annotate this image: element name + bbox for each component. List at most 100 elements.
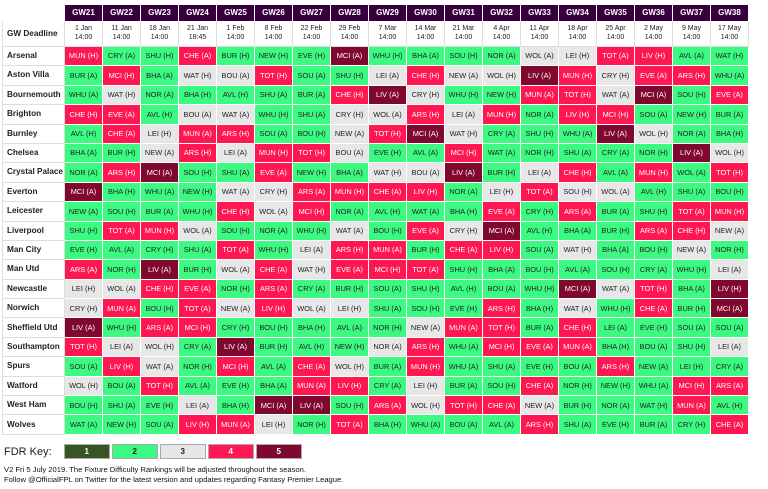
team-name: Newcastle — [2, 278, 65, 300]
deadline-time: 14:00 — [264, 34, 283, 41]
team-row: Newcastle LEI (H) WOL (A) CHE (H) EVE (A) NOR… — [2, 278, 749, 300]
fixture-cell: WHU (H) — [444, 84, 483, 106]
fixture-cell: AVL (H) — [444, 278, 483, 300]
fixture-cell: AVL (H) — [216, 84, 255, 106]
fixture-cell: ARS (H) — [178, 142, 217, 164]
deadline-cell: 22 Feb 14:00 — [292, 21, 331, 47]
fixture-cell: WOL (A) — [596, 181, 635, 203]
fixture-cell: SHU (H) — [520, 123, 559, 144]
fixture-cell: AVL (A) — [596, 162, 635, 183]
fixture-cell: MUN (A) — [558, 336, 597, 358]
fixture-cell: SOU (H) — [444, 45, 483, 67]
fixture-cell: SHU (H) — [672, 336, 711, 358]
team-row: Sheffield Utd LIV (A) WHU (H) ARS (A) MCI (H… — [2, 317, 749, 338]
deadline-cell: 25 Apr 14:00 — [596, 21, 635, 47]
team-row: Watford WOL (H) BOU (A) TOT (H) AVL (A) EVE (… — [2, 375, 749, 397]
fixture-cell: CRY (H) — [406, 84, 445, 106]
team-name: Leicester — [2, 201, 65, 222]
fixture-cell: LIV (A) — [444, 162, 483, 183]
fixture-cell: MCI (H) — [216, 356, 255, 377]
team-row: Bournemouth WHU (A) WAT (H) NOR (A) BHA (H) A… — [2, 84, 749, 106]
fixture-cell: BOU (A) — [482, 278, 521, 300]
team-name: Bournemouth — [2, 84, 65, 106]
fixture-cell: NEW (H) — [292, 162, 331, 183]
deadline-date: 14 Mar — [414, 25, 437, 33]
gameweek-header: GW34 — [558, 4, 597, 22]
fixture-cell: AVL (A) — [178, 375, 217, 397]
fixture-cell: LEI (A) — [520, 162, 559, 183]
fixture-cell: NEW (H) — [596, 375, 635, 397]
fixture-cell: WHU (A) — [64, 84, 103, 106]
fixture-cell: CHE (A) — [520, 375, 559, 397]
fixture-cell: SOU (H) — [178, 162, 217, 183]
fixture-cell: MCI (H) — [444, 142, 483, 164]
deadline-cell: 1 Feb 14:00 — [216, 21, 255, 47]
fixture-cell: SOU (A) — [672, 317, 711, 338]
fixture-cell: LEI (A) — [710, 259, 749, 280]
fixture-cell: NOR (H) — [216, 278, 255, 300]
fixture-cell: BHA (A) — [330, 162, 369, 183]
fixture-cell: EVE (H) — [64, 239, 103, 261]
fixture-cell: TOT (A) — [178, 298, 217, 319]
fixture-difficulty-table: GW21 GW22 GW23 GW24 GW25 GW26 GW27 GW28 GW29 GW30… — [2, 4, 749, 435]
fixture-cell: SOU (H) — [596, 259, 635, 280]
fixture-cell: AVL (A) — [254, 356, 293, 377]
fdr-key-3: 3 — [159, 444, 206, 459]
fixture-cell: MCI (A) — [254, 395, 293, 416]
fixture-cell: TOT (H) — [482, 317, 521, 338]
fixture-cell: LEI (A) — [368, 65, 407, 86]
deadline-cell: 18 Apr 14:00 — [558, 21, 597, 47]
gameweek-header: GW26 — [254, 4, 293, 22]
deadline-time: 14:00 — [150, 34, 169, 41]
fixture-cell: CHE (A) — [444, 239, 483, 261]
fixture-cell: ARS (A) — [292, 181, 331, 203]
fixture-cell: SOU (H) — [558, 181, 597, 203]
fixture-cell: BHA (A) — [558, 220, 597, 241]
fixture-cell: EVE (A) — [330, 259, 369, 280]
fixture-cell: MUN (H) — [140, 220, 179, 241]
fixture-cell: BHA (A) — [672, 278, 711, 300]
fixture-cell: MUN (H) — [64, 45, 103, 67]
fixture-cell: TOT (H) — [254, 65, 293, 86]
fixture-cell: WHU (H) — [102, 317, 141, 338]
deadline-time: 14:00 — [226, 34, 245, 41]
fixture-cell: CHE (A) — [368, 181, 407, 203]
fixture-cell: AVL (H) — [140, 104, 179, 125]
fixture-cell: CRY (A) — [102, 45, 141, 67]
fixture-cell: EVE (A) — [520, 336, 559, 358]
fixture-cell: SOU (H) — [102, 201, 141, 222]
fixture-cell: TOT (A) — [102, 220, 141, 241]
team-name: Arsenal — [2, 45, 65, 67]
gameweek-header: GW37 — [672, 4, 711, 22]
fixture-cell: BOU (A) — [102, 375, 141, 397]
fixture-cell: ARS (H) — [482, 298, 521, 319]
deadline-label: GW Deadline — [2, 21, 65, 47]
fixture-cell: LEI (H) — [558, 45, 597, 67]
fixture-cell: CRY (H) — [596, 65, 635, 86]
fixture-cell: SOU (H) — [330, 395, 369, 416]
fixture-cell: BOU (A) — [216, 65, 255, 86]
fixture-cell: BHA (H) — [444, 201, 483, 222]
deadline-date: 9 May — [681, 25, 702, 33]
fixture-cell: MCI (H) — [596, 104, 635, 125]
fixture-cell: WHU (A) — [634, 375, 673, 397]
fixture-cell: TOT (A) — [520, 181, 559, 203]
fixture-cell: WOL (H) — [710, 142, 749, 164]
team-row: Wolves WAT (A) NEW (H) SOU (A) LIV (H) MUN (A… — [2, 414, 749, 435]
fixture-cell: WHU (H) — [672, 259, 711, 280]
deadline-cell: 14 Mar 14:00 — [406, 21, 445, 47]
fixture-cell: BOU (H) — [64, 395, 103, 416]
team-row: Norwich CRY (H) MUN (A) BOU (H) TOT (A) NEW (… — [2, 298, 749, 319]
team-row: Chelsea BHA (A) BUR (H) NEW (A) ARS (H) LEI (… — [2, 142, 749, 164]
fixture-cell: WOL (H) — [330, 356, 369, 377]
fixture-cell: NEW (A) — [710, 220, 749, 241]
fixture-cell: BUR (A) — [368, 356, 407, 377]
fixture-cell: EVE (H) — [216, 375, 255, 397]
fixture-cell: BHA (H) — [102, 181, 141, 203]
fixture-cell: AVL (H) — [368, 201, 407, 222]
deadline-time: 14:00 — [454, 34, 473, 41]
fixture-cell: BOU (A) — [444, 414, 483, 435]
team-row: Southampton TOT (H) LEI (A) WOL (H) CRY (A) L… — [2, 336, 749, 358]
gameweek-header: GW22 — [102, 4, 141, 22]
fixture-cell: CRY (A) — [710, 356, 749, 377]
